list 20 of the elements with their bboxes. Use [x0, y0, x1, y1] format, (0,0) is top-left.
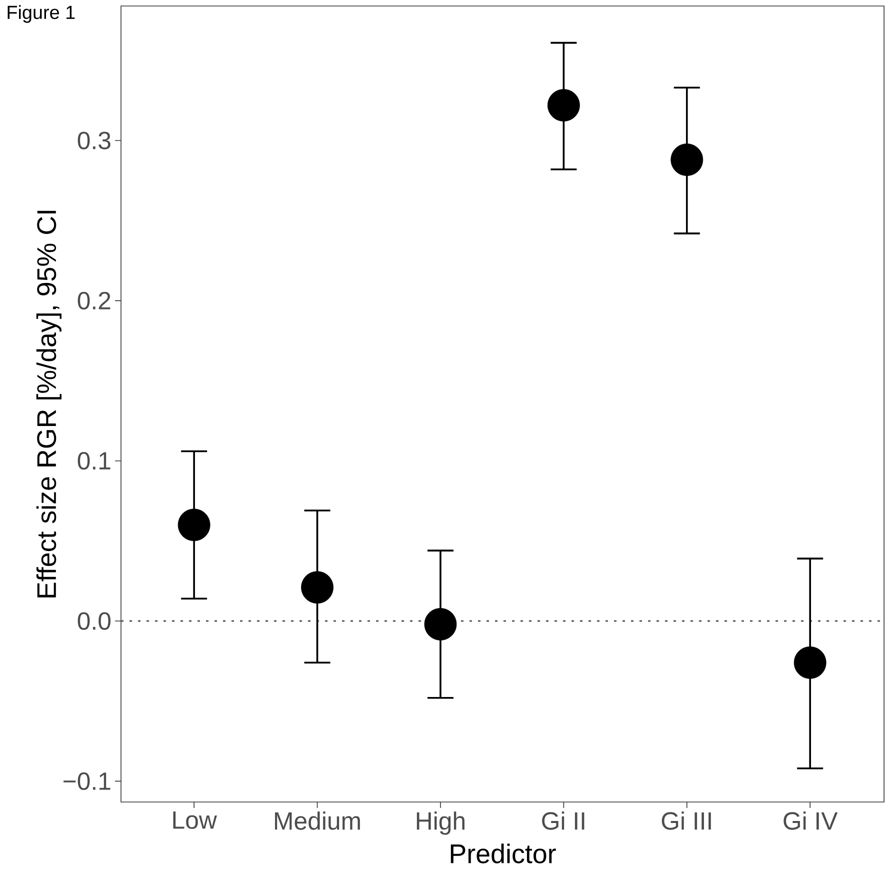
y-tick-label: 0.1: [78, 452, 110, 470]
x-axis-title: Predictor: [450, 844, 556, 864]
y-tick-label: 0.0: [78, 612, 111, 630]
x-tick-label: Medium: [275, 812, 360, 830]
point: [670, 144, 704, 176]
y-tick-label: 0.3: [78, 132, 110, 150]
point: [178, 508, 210, 542]
point: [794, 646, 826, 679]
x-tick-label: Low: [173, 812, 217, 829]
x-tick-label: Gi II: [542, 812, 584, 830]
x-tick-label: Gi IV: [784, 812, 838, 830]
y-tick-label: −0.1: [64, 772, 110, 790]
x-tick-label: Gi III: [662, 812, 711, 830]
point: [547, 89, 580, 122]
x-tick-label: High: [416, 812, 464, 835]
y-tick-label: 0.2: [78, 292, 110, 310]
caption: Figure 1: [8, 5, 75, 23]
point: [301, 571, 334, 604]
y-axis-title: Effect size RGR [%/day], 95% CI: [36, 210, 62, 598]
point: [424, 608, 457, 640]
